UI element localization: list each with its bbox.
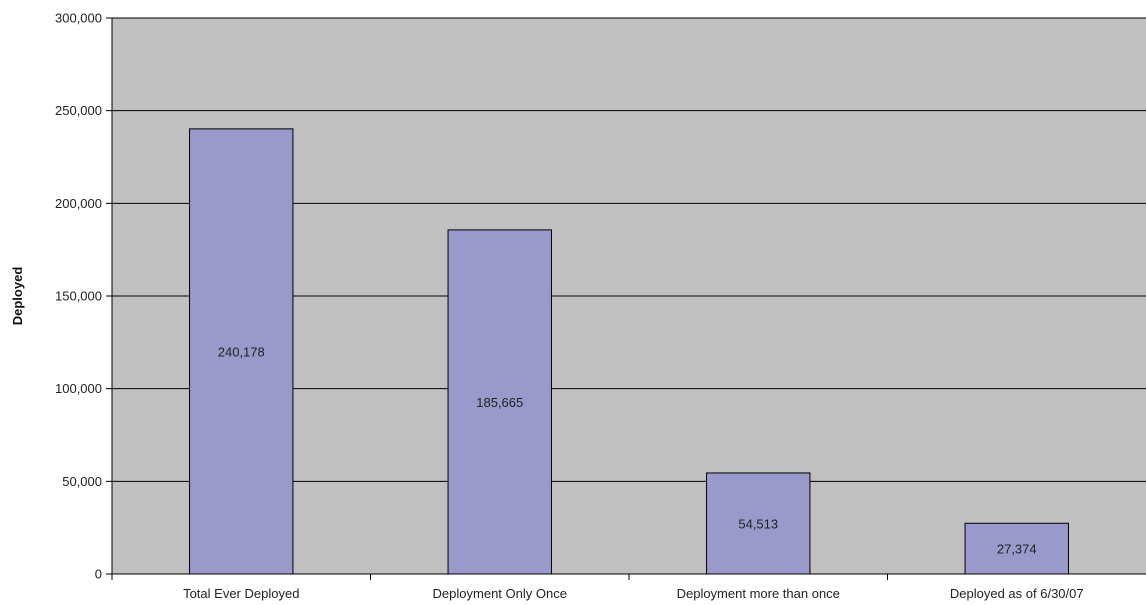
y-tick-label: 0 bbox=[95, 567, 102, 582]
y-axis-title: Deployed bbox=[10, 267, 25, 326]
y-tick-label: 100,000 bbox=[55, 381, 102, 396]
bars bbox=[189, 128, 1069, 575]
x-category-label: Deployment more than once bbox=[677, 586, 840, 601]
x-category-label: Deployed as of 6/30/07 bbox=[950, 586, 1084, 601]
x-category-labels: Total Ever Deployed Deployment Only Once D… bbox=[183, 586, 1084, 601]
data-label: 240,178 bbox=[218, 344, 265, 359]
x-category-label: Total Ever Deployed bbox=[183, 586, 299, 601]
data-label: 185,665 bbox=[476, 395, 523, 410]
axes bbox=[106, 17, 1146, 580]
y-tick-label: 250,000 bbox=[55, 103, 102, 118]
y-tick-label: 150,000 bbox=[55, 289, 102, 304]
y-tick-label: 50,000 bbox=[62, 474, 102, 489]
y-tick-label: 200,000 bbox=[55, 196, 102, 211]
x-category-label: Deployment Only Once bbox=[433, 586, 567, 601]
data-label: 27,374 bbox=[997, 542, 1037, 557]
bar bbox=[189, 128, 294, 575]
data-label: 54,513 bbox=[738, 516, 778, 531]
y-tick-label: 300,000 bbox=[55, 11, 102, 26]
data-labels: 240,178 185,665 54,513 27,374 bbox=[218, 344, 1037, 556]
y-tick-labels: 0 50,000 100,000 150,000 200,000 250,000 300,0… bbox=[55, 11, 102, 582]
